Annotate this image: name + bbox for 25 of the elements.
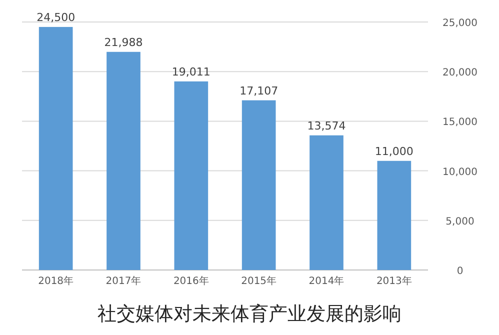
y-tick-label: 15,000: [442, 117, 478, 128]
bar: [377, 160, 412, 270]
data-label: 21,988: [104, 36, 143, 49]
bar: [242, 100, 276, 270]
data-label: 24,500: [36, 10, 76, 24]
x-tick-label: 2016年: [173, 275, 209, 287]
data-label: 17,107: [240, 84, 278, 98]
bar: [174, 81, 208, 270]
y-tick-label: 5,000: [446, 216, 474, 228]
data-label: 11,000: [374, 144, 414, 158]
bar: [106, 52, 140, 270]
bar: [38, 26, 73, 270]
bar: [310, 135, 344, 270]
x-tick-label: 2014年: [308, 275, 344, 287]
y-tick-label: 0: [456, 266, 464, 277]
text: 社交媒体对未来体育产业发展的影响: [98, 303, 402, 325]
data-label: 19,011: [172, 65, 210, 78]
x-tick-label: 2017年: [106, 275, 142, 287]
y-tick-label: 20,000: [442, 68, 478, 79]
y-tick-label: 25,000: [442, 18, 478, 29]
x-tick-label: 2015年: [241, 275, 277, 287]
data-label: 13,574: [307, 119, 346, 132]
x-tick-label: 2018年: [38, 275, 74, 287]
y-tick-label: 10,000: [442, 166, 478, 178]
x-tick-label: 2013年: [376, 275, 412, 287]
